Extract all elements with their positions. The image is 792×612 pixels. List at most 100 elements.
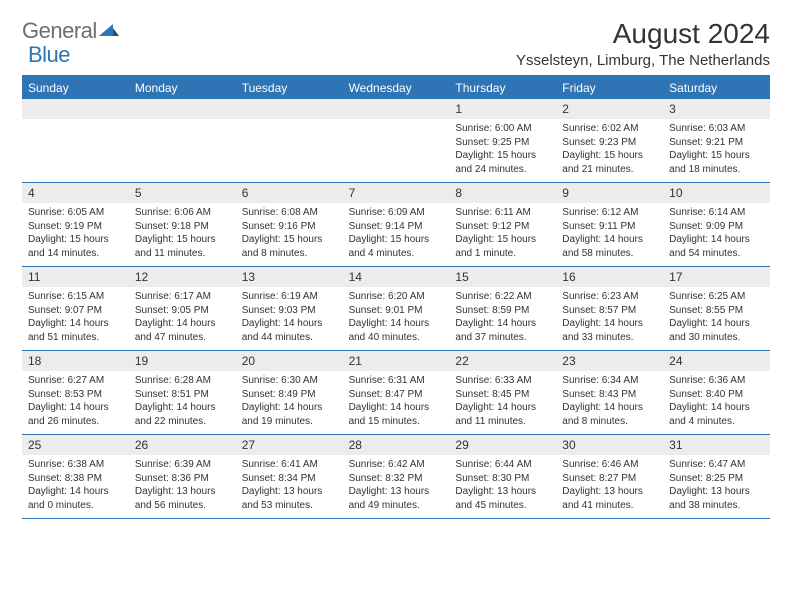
week-details-row: Sunrise: 6:15 AMSunset: 9:07 PMDaylight:…: [22, 287, 770, 350]
day-number: [236, 99, 343, 119]
daylight-text: Daylight: 14 hours and 0 minutes.: [28, 485, 123, 512]
day-details: Sunrise: 6:02 AMSunset: 9:23 PMDaylight:…: [556, 119, 663, 182]
dow-sun: Sunday: [22, 77, 129, 99]
day-details: Sunrise: 6:34 AMSunset: 8:43 PMDaylight:…: [556, 371, 663, 434]
sunset-text: Sunset: 8:36 PM: [135, 472, 230, 486]
day-number: 29: [449, 435, 556, 455]
week-details-row: Sunrise: 6:38 AMSunset: 8:38 PMDaylight:…: [22, 455, 770, 519]
sunrise-text: Sunrise: 6:25 AM: [669, 290, 764, 304]
day-details: Sunrise: 6:05 AMSunset: 9:19 PMDaylight:…: [22, 203, 129, 266]
day-number: 6: [236, 183, 343, 203]
daylight-text: Daylight: 14 hours and 30 minutes.: [669, 317, 764, 344]
day-details: Sunrise: 6:27 AMSunset: 8:53 PMDaylight:…: [22, 371, 129, 434]
daylight-text: Daylight: 14 hours and 15 minutes.: [349, 401, 444, 428]
day-number: 23: [556, 351, 663, 371]
sunset-text: Sunset: 8:51 PM: [135, 388, 230, 402]
day-details: Sunrise: 6:33 AMSunset: 8:45 PMDaylight:…: [449, 371, 556, 434]
day-details: Sunrise: 6:42 AMSunset: 8:32 PMDaylight:…: [343, 455, 450, 518]
sunrise-text: Sunrise: 6:46 AM: [562, 458, 657, 472]
sunrise-text: Sunrise: 6:23 AM: [562, 290, 657, 304]
day-details: Sunrise: 6:41 AMSunset: 8:34 PMDaylight:…: [236, 455, 343, 518]
dow-fri: Friday: [556, 77, 663, 99]
day-details: [129, 119, 236, 182]
week-daynum-row: 25262728293031: [22, 434, 770, 455]
day-details: Sunrise: 6:47 AMSunset: 8:25 PMDaylight:…: [663, 455, 770, 518]
day-number: [22, 99, 129, 119]
day-details: Sunrise: 6:46 AMSunset: 8:27 PMDaylight:…: [556, 455, 663, 518]
sunrise-text: Sunrise: 6:28 AM: [135, 374, 230, 388]
day-number: 21: [343, 351, 450, 371]
week-daynum-row: 123: [22, 99, 770, 119]
day-number: 22: [449, 351, 556, 371]
sunset-text: Sunset: 9:11 PM: [562, 220, 657, 234]
day-number: 13: [236, 267, 343, 287]
logo-text-blue: Blue: [28, 42, 70, 67]
daylight-text: Daylight: 14 hours and 4 minutes.: [669, 401, 764, 428]
sunrise-text: Sunrise: 6:19 AM: [242, 290, 337, 304]
sunrise-text: Sunrise: 6:31 AM: [349, 374, 444, 388]
day-number: 20: [236, 351, 343, 371]
daylight-text: Daylight: 15 hours and 18 minutes.: [669, 149, 764, 176]
day-number: 28: [343, 435, 450, 455]
logo: General: [22, 18, 121, 44]
sunrise-text: Sunrise: 6:47 AM: [669, 458, 764, 472]
sunset-text: Sunset: 9:01 PM: [349, 304, 444, 318]
day-number: 5: [129, 183, 236, 203]
sunrise-text: Sunrise: 6:15 AM: [28, 290, 123, 304]
sunrise-text: Sunrise: 6:44 AM: [455, 458, 550, 472]
daylight-text: Daylight: 14 hours and 54 minutes.: [669, 233, 764, 260]
sunrise-text: Sunrise: 6:12 AM: [562, 206, 657, 220]
sunrise-text: Sunrise: 6:22 AM: [455, 290, 550, 304]
day-number: 18: [22, 351, 129, 371]
day-number: 1: [449, 99, 556, 119]
day-details: [22, 119, 129, 182]
daylight-text: Daylight: 15 hours and 11 minutes.: [135, 233, 230, 260]
sunrise-text: Sunrise: 6:11 AM: [455, 206, 550, 220]
week-details-row: Sunrise: 6:05 AMSunset: 9:19 PMDaylight:…: [22, 203, 770, 266]
sunset-text: Sunset: 8:25 PM: [669, 472, 764, 486]
sunset-text: Sunset: 8:49 PM: [242, 388, 337, 402]
day-number: 10: [663, 183, 770, 203]
day-number: 3: [663, 99, 770, 119]
day-details: Sunrise: 6:39 AMSunset: 8:36 PMDaylight:…: [129, 455, 236, 518]
day-details: Sunrise: 6:22 AMSunset: 8:59 PMDaylight:…: [449, 287, 556, 350]
day-details: Sunrise: 6:09 AMSunset: 9:14 PMDaylight:…: [343, 203, 450, 266]
daylight-text: Daylight: 14 hours and 51 minutes.: [28, 317, 123, 344]
sunrise-text: Sunrise: 6:41 AM: [242, 458, 337, 472]
sunset-text: Sunset: 8:30 PM: [455, 472, 550, 486]
week-details-row: Sunrise: 6:27 AMSunset: 8:53 PMDaylight:…: [22, 371, 770, 434]
page-title: August 2024: [516, 18, 770, 50]
sunset-text: Sunset: 8:45 PM: [455, 388, 550, 402]
daylight-text: Daylight: 14 hours and 33 minutes.: [562, 317, 657, 344]
daylight-text: Daylight: 13 hours and 49 minutes.: [349, 485, 444, 512]
logo-mark-icon: [99, 20, 119, 43]
sunrise-text: Sunrise: 6:17 AM: [135, 290, 230, 304]
day-number: 4: [22, 183, 129, 203]
sunset-text: Sunset: 9:09 PM: [669, 220, 764, 234]
day-number: 19: [129, 351, 236, 371]
sunset-text: Sunset: 8:47 PM: [349, 388, 444, 402]
sunrise-text: Sunrise: 6:34 AM: [562, 374, 657, 388]
day-details: Sunrise: 6:30 AMSunset: 8:49 PMDaylight:…: [236, 371, 343, 434]
day-number: 12: [129, 267, 236, 287]
day-number: 24: [663, 351, 770, 371]
daylight-text: Daylight: 14 hours and 58 minutes.: [562, 233, 657, 260]
daylight-text: Daylight: 14 hours and 37 minutes.: [455, 317, 550, 344]
sunrise-text: Sunrise: 6:14 AM: [669, 206, 764, 220]
day-details: Sunrise: 6:06 AMSunset: 9:18 PMDaylight:…: [129, 203, 236, 266]
dow-thu: Thursday: [449, 77, 556, 99]
daylight-text: Daylight: 15 hours and 24 minutes.: [455, 149, 550, 176]
sunset-text: Sunset: 9:23 PM: [562, 136, 657, 150]
day-details: Sunrise: 6:17 AMSunset: 9:05 PMDaylight:…: [129, 287, 236, 350]
sunset-text: Sunset: 8:27 PM: [562, 472, 657, 486]
sunrise-text: Sunrise: 6:02 AM: [562, 122, 657, 136]
sunset-text: Sunset: 9:05 PM: [135, 304, 230, 318]
daylight-text: Daylight: 15 hours and 21 minutes.: [562, 149, 657, 176]
sunset-text: Sunset: 9:25 PM: [455, 136, 550, 150]
sunset-text: Sunset: 8:34 PM: [242, 472, 337, 486]
sunrise-text: Sunrise: 6:03 AM: [669, 122, 764, 136]
day-details: Sunrise: 6:03 AMSunset: 9:21 PMDaylight:…: [663, 119, 770, 182]
sunrise-text: Sunrise: 6:42 AM: [349, 458, 444, 472]
dow-tue: Tuesday: [236, 77, 343, 99]
day-number: 2: [556, 99, 663, 119]
